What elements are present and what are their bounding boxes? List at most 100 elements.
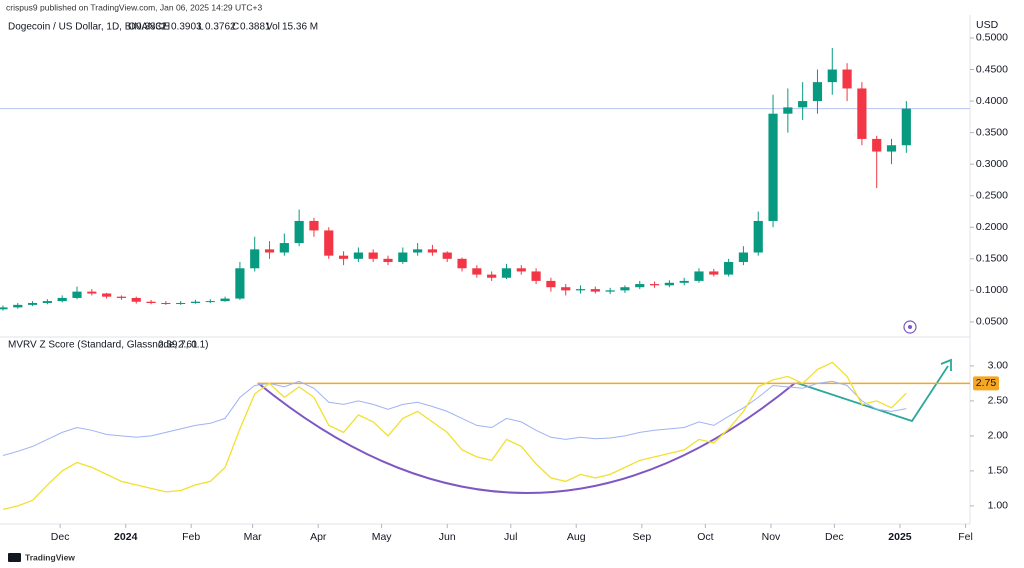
brand: TradingView <box>25 552 75 562</box>
x-tick-label: Fel <box>958 531 973 543</box>
candle-body <box>605 290 615 292</box>
candle-body <box>516 268 526 272</box>
candle-body <box>798 101 808 108</box>
candle-body <box>501 268 512 278</box>
x-tick-label: 2025 <box>888 531 912 543</box>
candle-body <box>738 252 749 262</box>
candle-body <box>427 249 438 253</box>
candle-body <box>575 289 586 291</box>
candle-body <box>116 296 127 298</box>
candle-body <box>413 249 423 253</box>
candle-body <box>190 301 201 303</box>
ohlc-value: 0.3762 <box>205 22 236 33</box>
candle-body <box>472 268 482 275</box>
x-tick-label: Jun <box>439 531 456 543</box>
candle-body <box>87 291 97 294</box>
candle-body <box>220 298 230 302</box>
candle-body <box>561 287 571 291</box>
ohlc-key: C <box>232 22 239 33</box>
legend-value: 2.61 <box>178 340 198 351</box>
y-tick-label: 0.3000 <box>976 158 1008 170</box>
x-tick-label: Jul <box>504 531 517 543</box>
event-icon-dot <box>908 325 912 329</box>
candle-body <box>235 268 245 299</box>
candle-body <box>309 220 319 231</box>
y-tick-label: 0.5000 <box>976 32 1008 44</box>
candle-body <box>694 271 704 281</box>
y-tick-label: 1.00 <box>988 500 1009 512</box>
candle-body <box>279 243 289 253</box>
ohlc-value: 15.36 M <box>282 22 318 33</box>
y-tick-label: 2.50 <box>988 395 1009 407</box>
candle-body <box>857 88 867 139</box>
candle-body <box>842 69 852 89</box>
x-tick-label: Apr <box>310 531 327 543</box>
candle-body <box>768 113 778 221</box>
currency: USD <box>976 19 999 31</box>
candle-body <box>649 284 660 286</box>
candle-body <box>664 282 674 286</box>
author-line: crispus9 published on TradingView.com, J… <box>6 2 262 12</box>
x-tick-label: Sep <box>632 531 651 543</box>
candle-body <box>679 280 689 283</box>
candle-body <box>294 220 304 244</box>
candle-body <box>724 261 734 275</box>
x-tick-label: May <box>372 531 393 543</box>
candle-body <box>72 291 82 298</box>
candle-body <box>324 230 334 256</box>
y-tick-label: 0.2500 <box>976 189 1008 201</box>
ohlc-key: O <box>128 22 136 33</box>
candle-body <box>161 302 171 304</box>
symbol-line: Dogecoin / US Dollar, 1D, BINANCE <box>8 22 170 33</box>
y-tick-label: 3.00 <box>988 360 1009 372</box>
candle-body <box>398 252 408 262</box>
candle-body <box>27 302 38 305</box>
level-label: 2.75 <box>976 377 997 389</box>
y-tick-label: 0.2000 <box>976 221 1008 233</box>
y-tick-label: 0.1500 <box>976 253 1008 265</box>
candle-body <box>102 293 112 297</box>
candle-body <box>0 307 8 310</box>
indicator-line <box>2 380 907 456</box>
ohlc-key: Vol <box>266 22 280 33</box>
candle-body <box>264 249 275 253</box>
candle-body <box>709 271 719 275</box>
candle-body <box>338 255 349 259</box>
x-tick-label: Dec <box>51 531 70 543</box>
y-tick-label: 0.3500 <box>976 126 1008 138</box>
ohlc-key: L <box>198 22 204 33</box>
candle-body <box>457 258 467 269</box>
candle-body <box>146 301 156 303</box>
candle-body <box>812 82 823 102</box>
candle-body <box>590 289 600 292</box>
candle-body <box>620 287 630 291</box>
y-tick-label: 0.0500 <box>976 316 1008 328</box>
candle-body <box>353 252 363 259</box>
candle-body <box>872 138 882 152</box>
x-tick-label: Dec <box>825 531 844 543</box>
candle-body <box>131 297 141 302</box>
x-tick-label: Nov <box>762 531 781 543</box>
x-tick-label: Aug <box>567 531 586 543</box>
level-badge <box>973 376 999 391</box>
candle-body <box>250 249 260 269</box>
x-tick-label: Feb <box>182 531 200 543</box>
x-tick-label: 2024 <box>114 531 138 543</box>
y-tick-label: 0.4500 <box>976 63 1008 75</box>
x-tick-label: Oct <box>697 531 713 543</box>
arrow-head <box>940 358 952 371</box>
candle-body <box>901 108 911 146</box>
candle-body <box>205 301 215 303</box>
event-icon[interactable] <box>903 320 917 334</box>
candle-body <box>383 258 393 262</box>
candle-body <box>13 304 23 308</box>
y-tick-label: 0.1000 <box>976 284 1008 296</box>
indicator-title: MVRV Z Score (Standard, Glassnode, 7, 0.… <box>8 340 208 351</box>
candle-body <box>176 302 186 304</box>
y-tick-label: 2.00 <box>988 430 1009 442</box>
candle-body <box>531 271 541 281</box>
y-tick-label: 0.4000 <box>976 95 1008 107</box>
